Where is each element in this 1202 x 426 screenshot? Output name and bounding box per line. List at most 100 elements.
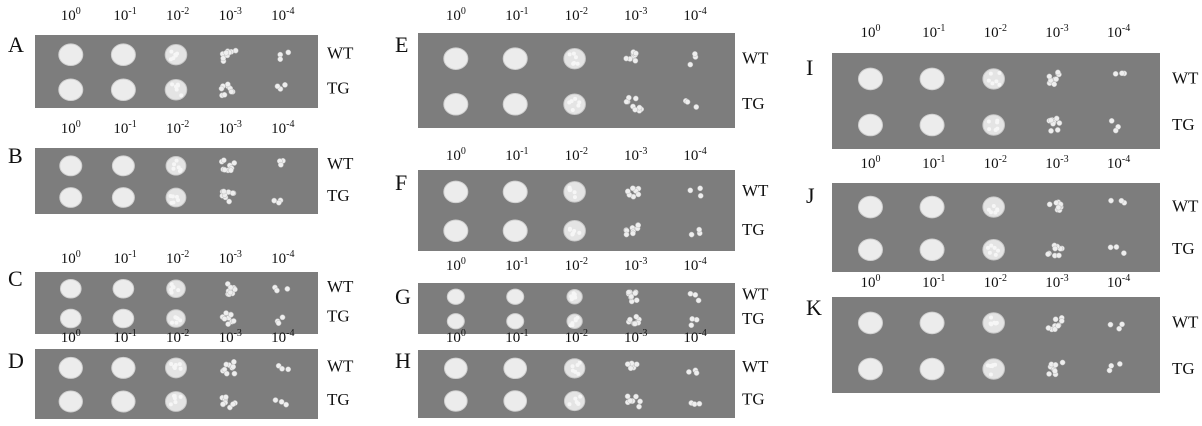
dilution-exponent: -2 bbox=[999, 154, 1007, 165]
dilution-exponent: -1 bbox=[937, 23, 945, 34]
dilution-label: 10-3 bbox=[624, 256, 647, 274]
colony bbox=[627, 317, 632, 322]
dilution-label: 10-1 bbox=[922, 23, 945, 41]
spot bbox=[503, 220, 527, 242]
colony bbox=[989, 315, 993, 319]
panel-letter: G bbox=[395, 284, 411, 309]
colony bbox=[989, 321, 993, 325]
colony bbox=[572, 52, 576, 56]
colony bbox=[179, 395, 183, 399]
spot bbox=[60, 156, 82, 176]
colony bbox=[987, 127, 991, 131]
colony bbox=[230, 191, 235, 196]
dilution-exponent: -4 bbox=[1122, 154, 1130, 165]
colony bbox=[573, 293, 577, 297]
strain-label: WT bbox=[327, 277, 354, 296]
dilution-base: 10 bbox=[624, 258, 639, 274]
spot bbox=[858, 68, 882, 90]
dilution-label: 10-3 bbox=[624, 6, 647, 24]
colony bbox=[690, 316, 695, 321]
colony bbox=[286, 50, 291, 55]
spot bbox=[59, 44, 83, 66]
colony bbox=[279, 399, 284, 404]
dilution-base: 10 bbox=[984, 156, 999, 172]
panel: G10010-110-210-310-4WTTG bbox=[395, 256, 769, 334]
colony bbox=[571, 364, 575, 368]
colony bbox=[179, 93, 183, 97]
colony bbox=[1057, 120, 1062, 125]
dilution-base: 10 bbox=[1107, 275, 1122, 291]
dilution-base: 10 bbox=[166, 330, 181, 346]
colony bbox=[278, 57, 283, 62]
colony bbox=[177, 165, 181, 169]
spot bbox=[444, 93, 468, 115]
colony bbox=[1048, 128, 1053, 133]
colony bbox=[173, 400, 177, 404]
dilution-base: 10 bbox=[505, 258, 520, 274]
dilution-label: 100 bbox=[446, 6, 466, 24]
dilution-label: 10-2 bbox=[984, 154, 1007, 172]
spot bbox=[503, 181, 527, 203]
panel: J10010-110-210-310-4WTTG bbox=[806, 154, 1199, 272]
dilution-label: 10-2 bbox=[166, 328, 189, 346]
dilution-base: 10 bbox=[271, 121, 286, 137]
strain-label: TG bbox=[1172, 115, 1195, 134]
strain-label: WT bbox=[1172, 196, 1199, 215]
colony bbox=[633, 51, 638, 56]
colony bbox=[175, 52, 179, 56]
dilution-base: 10 bbox=[922, 275, 937, 291]
dilution-exponent: -3 bbox=[234, 6, 242, 17]
colony bbox=[279, 366, 284, 371]
colony bbox=[221, 158, 226, 163]
dilution-label: 10-3 bbox=[219, 119, 242, 137]
colony bbox=[633, 96, 638, 101]
colony bbox=[231, 318, 236, 323]
colony bbox=[994, 79, 998, 83]
dilution-base: 10 bbox=[565, 258, 580, 274]
dilution-label: 10-3 bbox=[219, 249, 242, 267]
colony bbox=[693, 292, 698, 297]
dilution-exponent: -3 bbox=[1060, 23, 1068, 34]
colony bbox=[986, 364, 990, 368]
dilution-base: 10 bbox=[984, 275, 999, 291]
spot bbox=[858, 114, 882, 136]
dilution-label: 10-3 bbox=[624, 328, 647, 346]
colony bbox=[630, 186, 635, 191]
colony bbox=[625, 394, 630, 399]
dilution-base: 10 bbox=[113, 330, 128, 346]
colony bbox=[987, 120, 991, 124]
colony bbox=[697, 227, 702, 232]
colony bbox=[231, 364, 236, 369]
strain-label: TG bbox=[327, 390, 350, 409]
dilution-exponent: -4 bbox=[286, 328, 294, 339]
colony bbox=[222, 316, 227, 321]
colony bbox=[694, 370, 699, 375]
dilution-exponent: -3 bbox=[639, 256, 647, 267]
colony bbox=[222, 92, 227, 97]
colony bbox=[228, 168, 233, 173]
colony bbox=[633, 394, 638, 399]
spot bbox=[447, 289, 464, 304]
spot bbox=[112, 156, 134, 176]
colony bbox=[686, 369, 691, 374]
spot bbox=[564, 391, 584, 410]
dilution-exponent: 0 bbox=[76, 328, 81, 339]
colony bbox=[634, 314, 639, 319]
spot bbox=[444, 48, 468, 70]
colony bbox=[576, 363, 580, 367]
colony bbox=[624, 99, 629, 104]
colony bbox=[176, 288, 180, 292]
spot bbox=[112, 357, 135, 378]
spot bbox=[858, 196, 882, 218]
dilution-exponent: -4 bbox=[286, 249, 294, 260]
colony bbox=[174, 321, 178, 325]
dilution-base: 10 bbox=[984, 25, 999, 41]
dilution-exponent: -3 bbox=[234, 328, 242, 339]
spot bbox=[503, 48, 527, 70]
dilution-base: 10 bbox=[860, 156, 875, 172]
colony bbox=[169, 194, 173, 198]
colony bbox=[273, 397, 278, 402]
colony bbox=[996, 249, 1000, 253]
spot bbox=[503, 93, 527, 115]
